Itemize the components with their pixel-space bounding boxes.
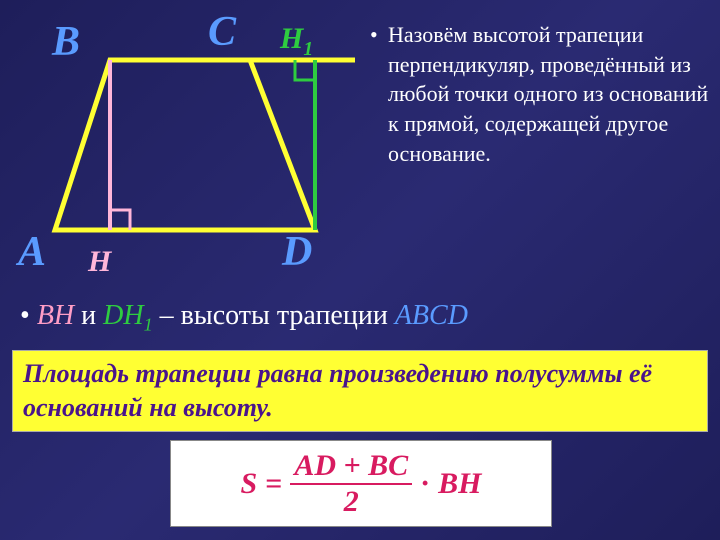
label-h: H [88, 245, 111, 279]
label-h1: H1 [280, 22, 313, 61]
label-b: B [52, 18, 80, 66]
area-formula: S = AD + BC 2 · BH [241, 451, 482, 517]
definition-body: Назовём высотой трапеции перпендикуляр, … [388, 20, 710, 168]
dh-text: DH1 [103, 300, 153, 331]
formula-numerator: AD + BC [290, 451, 412, 485]
label-c: C [208, 8, 236, 56]
trapezoid-shape [55, 60, 315, 230]
label-d: D [282, 228, 312, 276]
label-a: A [18, 228, 46, 276]
formula-box: S = AD + BC 2 · BH [170, 440, 552, 527]
definition-text: • Назовём высотой трапеции перпендикуляр… [370, 20, 710, 168]
bh-text: BH [37, 300, 74, 331]
bullet-icon: • [370, 20, 388, 168]
formula-dot: · [420, 467, 430, 501]
rest-text: – высоты трапеции [153, 300, 395, 331]
right-angle-h1 [295, 60, 315, 80]
formula-bh: BH [438, 467, 481, 501]
abcd-text: ABCD [395, 300, 468, 331]
heights-statement: • BH и DH1 – высоты трапеции ABCD [20, 300, 468, 336]
formula-s: S [241, 467, 258, 501]
formula-denominator: 2 [344, 485, 359, 517]
theorem-box: Площадь трапеции равна произведению полу… [12, 350, 708, 432]
formula-eq: = [265, 467, 282, 501]
and-text: и [74, 300, 103, 331]
formula-fraction: AD + BC 2 [290, 451, 412, 517]
right-angle-h [110, 210, 130, 230]
